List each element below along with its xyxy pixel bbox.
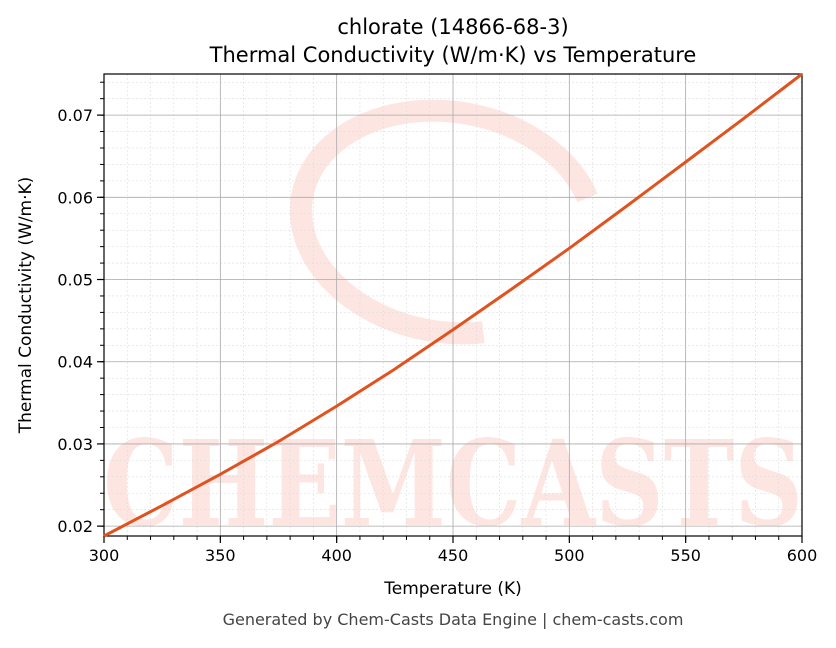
y-tick-label: 0.04 xyxy=(57,353,93,372)
grid xyxy=(103,74,803,536)
y-tick-label: 0.06 xyxy=(57,188,93,207)
y-tick-label: 0.02 xyxy=(57,517,93,536)
chart-subtitle: Thermal Conductivity (W/m·K) vs Temperat… xyxy=(209,43,697,67)
footer-text: Generated by Chem-Casts Data Engine | ch… xyxy=(223,610,684,629)
chart-title: chlorate (14866-68-3) xyxy=(337,15,568,39)
y-tick-label: 0.05 xyxy=(57,271,93,290)
x-tick-label: 350 xyxy=(205,546,236,565)
y-tick-label: 0.07 xyxy=(57,106,93,125)
axis-ticks: 300 350 400 450 500 550 600 0.02 0.03 0.04 0.05 0.0… xyxy=(57,81,818,565)
x-tick-label: 300 xyxy=(89,546,120,565)
x-tick-label: 550 xyxy=(670,546,701,565)
x-tick-label: 600 xyxy=(787,546,818,565)
series-line xyxy=(103,72,803,538)
y-axis-label: Thermal Conductivity (W/m·K) xyxy=(16,177,36,435)
x-tick-label: 500 xyxy=(554,546,585,565)
x-axis-label: Temperature (K) xyxy=(383,579,522,599)
y-tick-label: 0.03 xyxy=(57,435,93,454)
x-tick-label: 450 xyxy=(438,546,469,565)
x-tick-label: 400 xyxy=(321,546,352,565)
